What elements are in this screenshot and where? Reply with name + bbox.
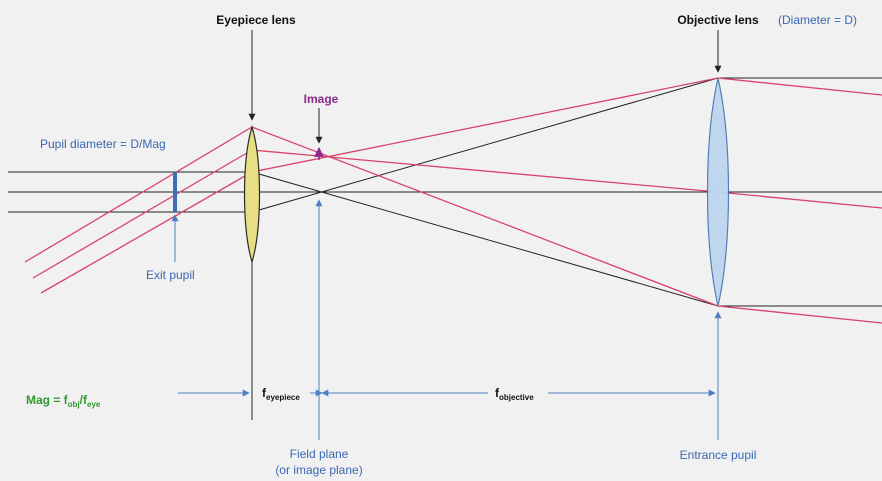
entrance-pupil-label: Entrance pupil bbox=[680, 448, 757, 462]
pink-rays bbox=[24, 77, 882, 324]
objective-lens-label: Objective lens bbox=[677, 13, 759, 27]
optical-axis-lines bbox=[8, 77, 882, 307]
diameter-label: (Diameter = D) bbox=[778, 13, 857, 27]
ray-black-top-objective-to-eyepiece bbox=[251, 77, 719, 213]
ray-black-bottom-objective-to-eyepiece bbox=[251, 171, 719, 307]
f-objective-label: fobjective bbox=[495, 386, 534, 402]
eyepiece-lens-label: Eyepiece lens bbox=[216, 13, 296, 27]
field-plane-label: Field plane bbox=[290, 447, 349, 461]
black-rays bbox=[251, 77, 719, 307]
image-plane-label: (or image plane) bbox=[275, 463, 362, 477]
mag-main: Mag = f bbox=[26, 393, 69, 407]
reference-verticals-blue bbox=[171, 199, 722, 440]
f-eyepiece-main: f bbox=[262, 386, 267, 400]
f-objective-sub: objective bbox=[499, 393, 534, 402]
image-label: Image bbox=[304, 92, 339, 106]
f-eyepiece-sub: eyepiece bbox=[266, 393, 300, 402]
ray-pink-top-left bbox=[717, 77, 882, 96]
f-eyepiece-label: feyepiece bbox=[262, 386, 300, 402]
ray-pink-bottom-left bbox=[717, 305, 882, 324]
objective-lens bbox=[706, 77, 730, 307]
ray-pink-bottom-cross bbox=[251, 126, 719, 307]
magnification-formula: Mag = fobj/feye bbox=[26, 393, 101, 409]
exit-pupil-label: Exit pupil bbox=[146, 268, 195, 282]
mag-sub-obj: obj bbox=[68, 400, 80, 409]
pupil-diameter-label: Pupil diameter = D/Mag bbox=[40, 137, 166, 151]
ray-pink-out-3 bbox=[40, 171, 253, 294]
ray-pink-mid-left bbox=[717, 191, 882, 209]
ray-pink-out-2 bbox=[32, 149, 253, 279]
f-objective-main: f bbox=[495, 386, 500, 400]
mag-sub-eye: eye bbox=[87, 400, 101, 409]
exit-pupil-marker bbox=[173, 172, 177, 212]
ray-pink-out-1 bbox=[24, 126, 253, 263]
mag-slash: /f bbox=[80, 393, 88, 407]
